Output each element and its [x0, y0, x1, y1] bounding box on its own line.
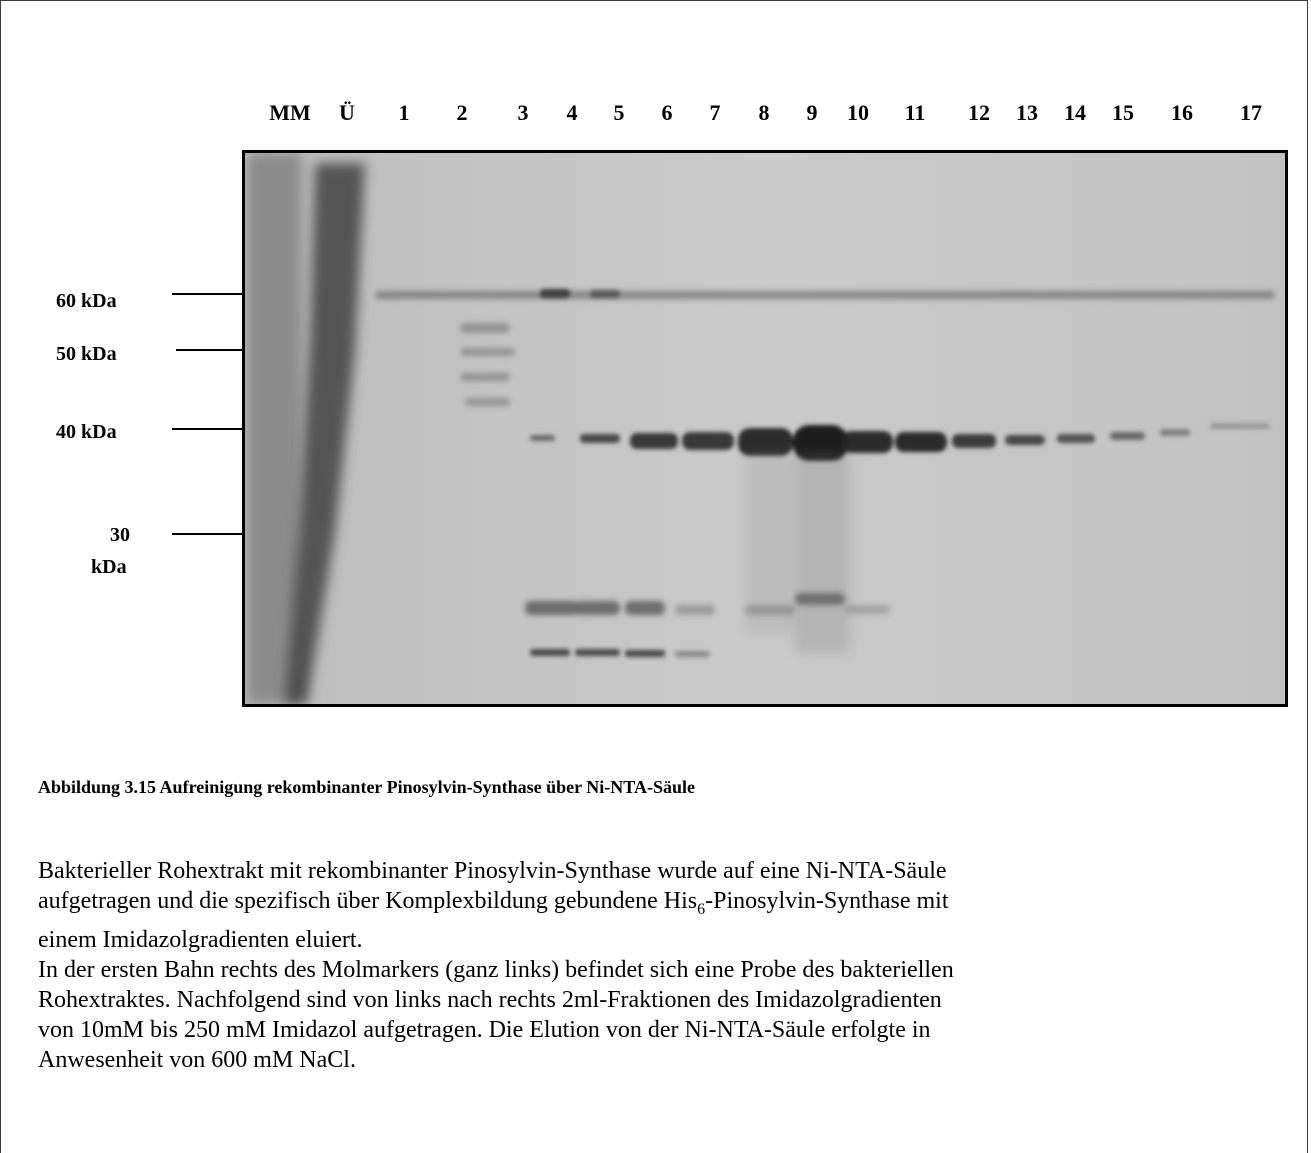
lane-label-3: 3	[517, 100, 529, 125]
lane-label-1: 1	[398, 100, 410, 125]
band-row-40	[530, 423, 1270, 461]
lane-label-9: 9	[806, 100, 818, 125]
mw-label-50: 50 kDa	[56, 343, 117, 365]
mw-line-30	[172, 533, 242, 535]
figure-caption-title: Abbildung 3.15 Aufreinigung rekombinante…	[38, 777, 695, 797]
description-fragment: aufgetragen und die spezifisch über Komp…	[38, 888, 698, 914]
description-line: Anwesenheit von 600 mM NaCl.	[38, 1046, 356, 1073]
lane-label-4: 4	[566, 100, 578, 125]
mw-label-30: 30	[110, 524, 130, 546]
subscript-6: 6	[697, 900, 706, 918]
lane-label-10: 10	[847, 100, 869, 125]
lane-label-14: 14	[1064, 100, 1086, 125]
description-line: In der ersten Bahn rechts des Molmarkers…	[38, 956, 954, 983]
mw-line-40	[172, 428, 242, 430]
lane-label-17: 17	[1240, 100, 1262, 125]
description-line: Rohextraktes. Nachfolgend sind von links…	[38, 986, 942, 1013]
description-line: Bakterieller Rohextrakt mit rekombinante…	[38, 858, 947, 884]
lane-label-2: 2	[456, 100, 468, 125]
description-line: einem Imidazolgradienten eluiert.	[38, 926, 363, 953]
mw-label-30-unit: kDa	[91, 556, 127, 578]
mw-label-40: 40 kDa	[56, 421, 117, 443]
lane-label-u: Ü	[339, 100, 355, 125]
lane-label-7: 7	[709, 100, 721, 125]
lane-label-mm: MM	[269, 100, 311, 125]
description-fragment: -Pinosylvin-Synthase mit	[705, 888, 949, 914]
lane-label-8: 8	[758, 100, 770, 125]
description-line: aufgetragen und die spezifisch über Komp…	[38, 886, 1278, 925]
figure-description: Bakterieller Rohextrakt mit rekombinante…	[38, 856, 1278, 1075]
band-row-60	[375, 291, 1275, 299]
mw-line-50	[176, 349, 242, 351]
lane-label-15: 15	[1112, 100, 1134, 125]
lane-label-5: 5	[613, 100, 625, 125]
mw-line-60	[172, 293, 242, 295]
lane-label-13: 13	[1016, 100, 1038, 125]
mw-label-60: 60 kDa	[56, 290, 117, 312]
lane-label-6: 6	[661, 100, 673, 125]
lane-label-12: 12	[968, 100, 990, 125]
description-line: von 10mM bis 250 mM Imidazol aufgetragen…	[38, 1016, 931, 1043]
lane-label-16: 16	[1171, 100, 1193, 125]
lane-label-11: 11	[904, 100, 926, 125]
sds-page-gel-image	[242, 150, 1288, 707]
